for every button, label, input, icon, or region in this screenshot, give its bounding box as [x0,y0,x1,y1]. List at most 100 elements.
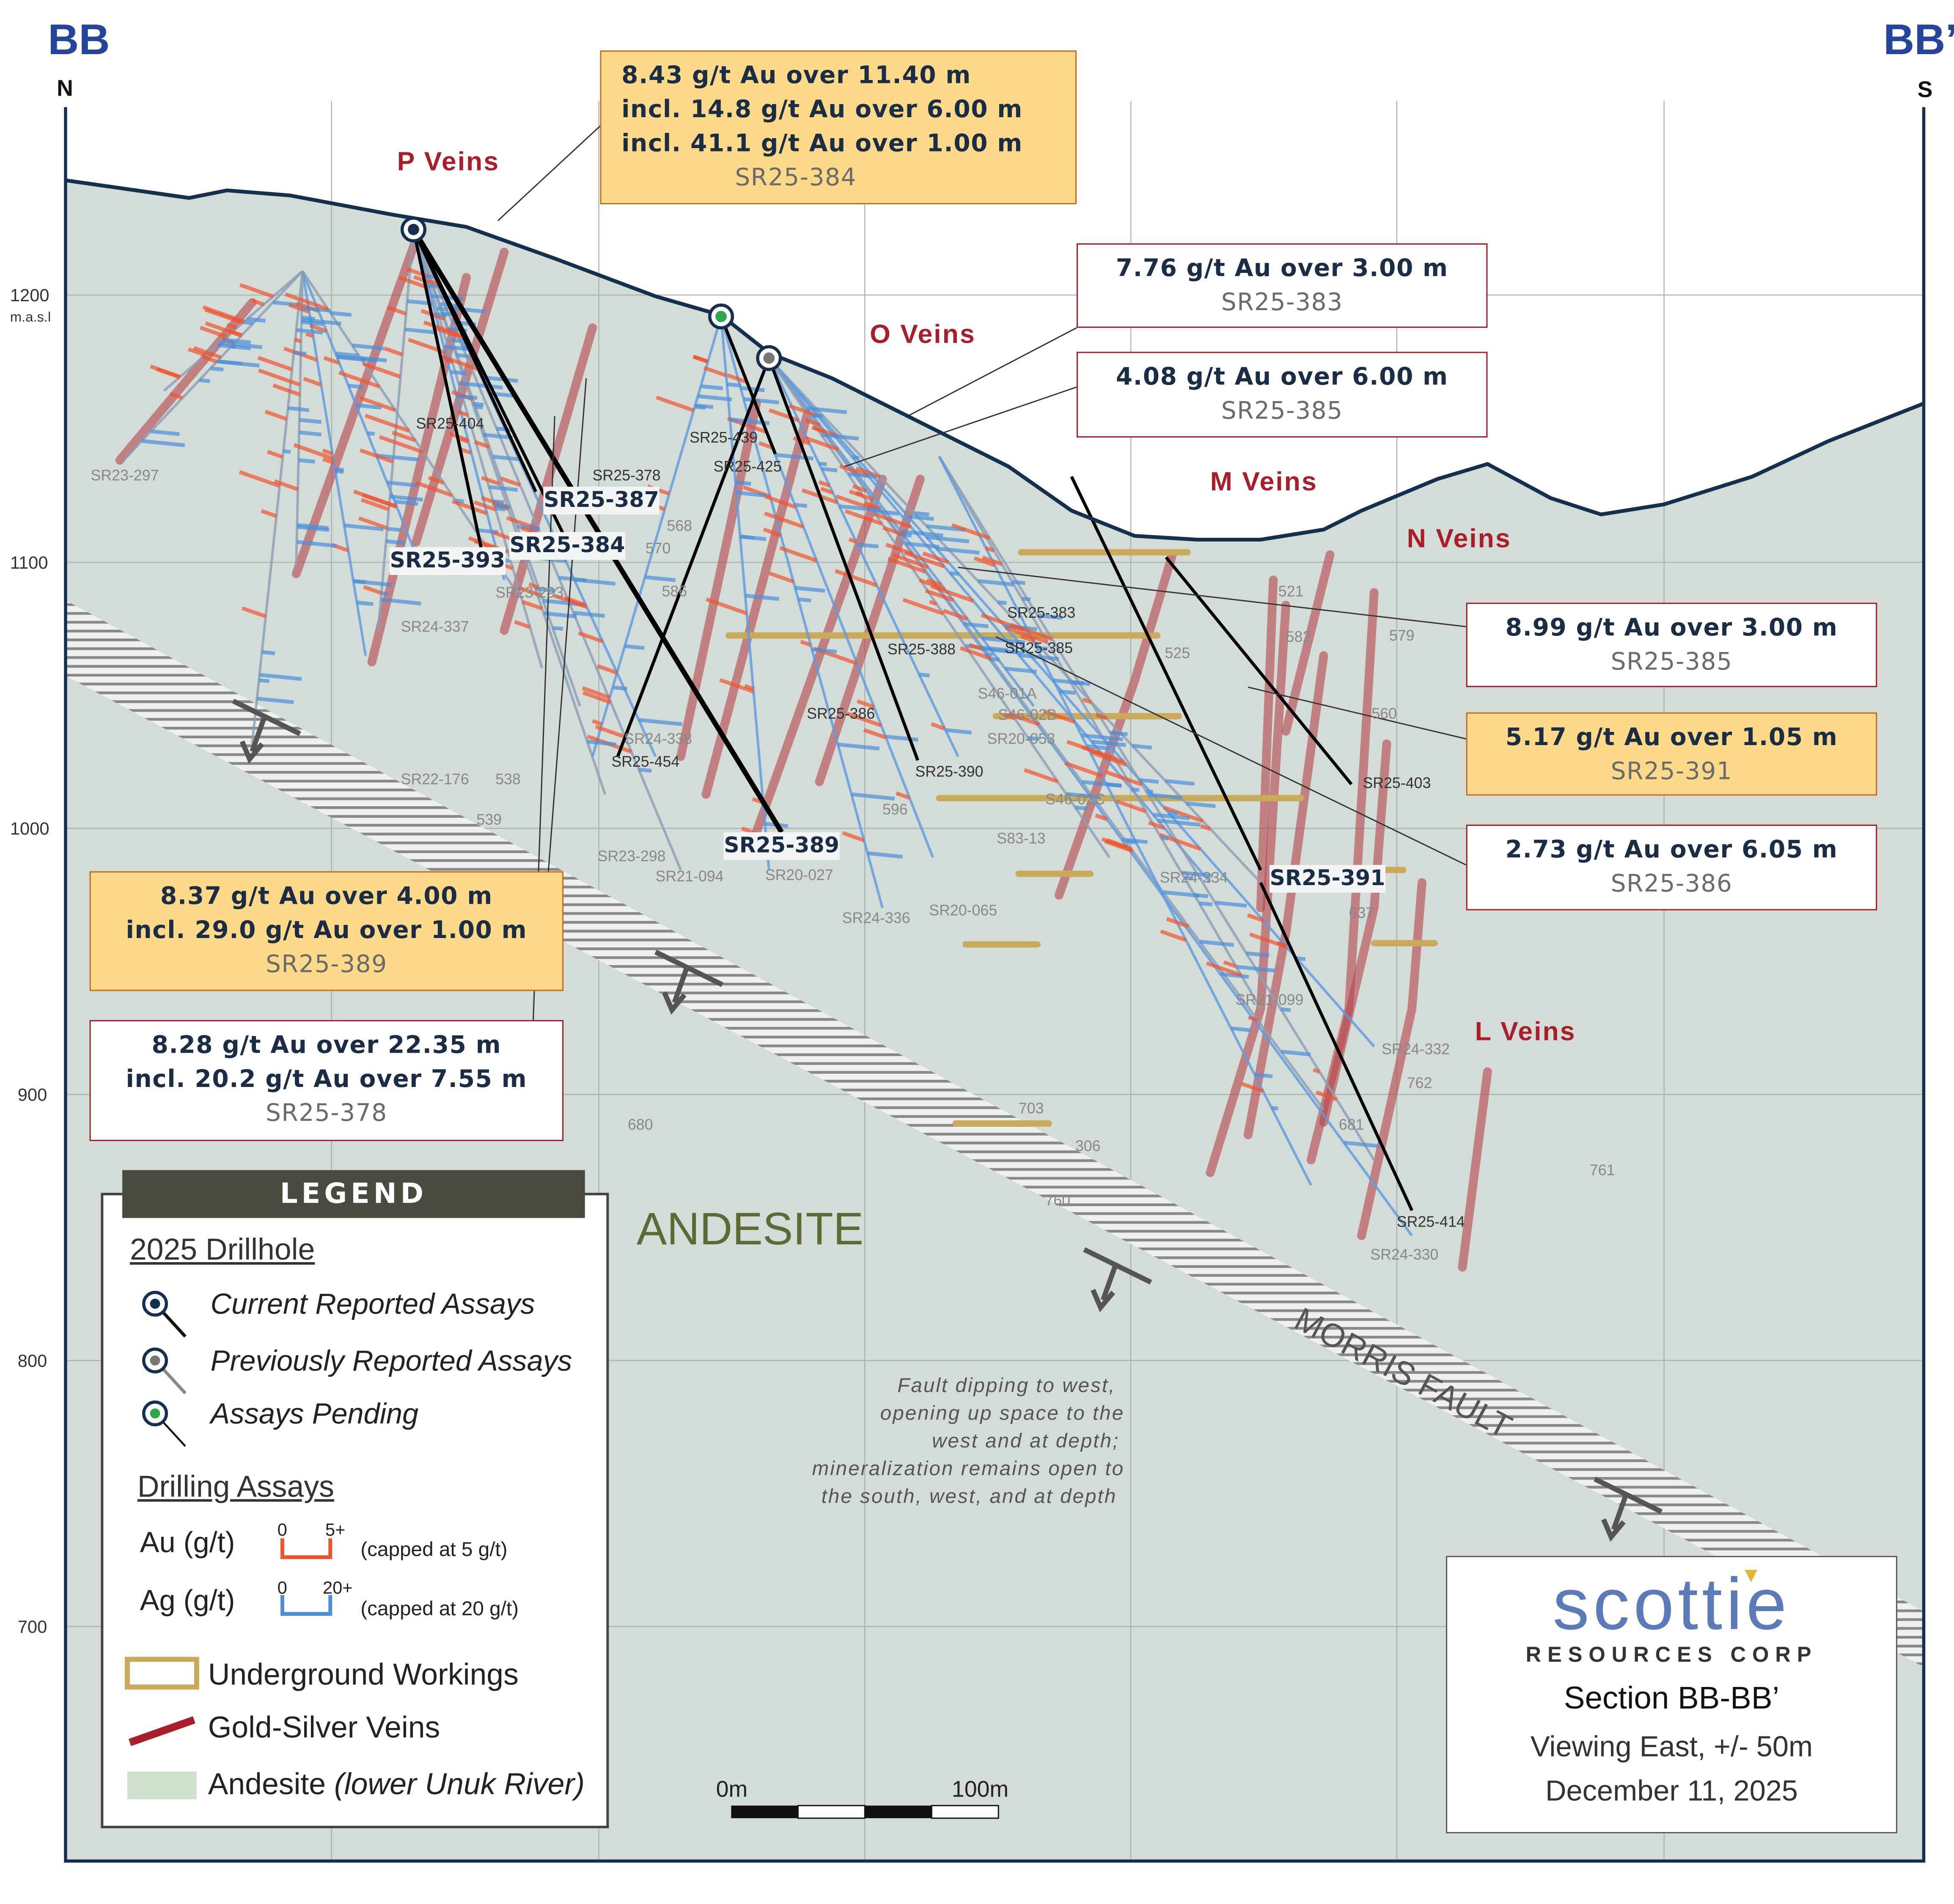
drillhole-label: SR25-404 [416,415,484,432]
au-assay-bar [1223,960,1237,969]
ag-assay-bar [517,524,540,531]
drillhole-label: SR24-330 [1370,1246,1438,1263]
au-assay-bar [413,275,430,284]
vein [1054,550,1177,900]
title-block: scottie RESOURCES CORP Section BB-BB’ Vi… [1446,1556,1897,1833]
ag-assay-bar [352,343,385,351]
au-assay-bar [764,495,797,509]
au-assay-bar [258,368,301,387]
drillhole-label: 761 [1590,1161,1615,1178]
au-assay-bar [473,500,497,512]
au-assay-bar [719,678,754,693]
au-assay-bar [951,523,991,540]
leader-line [907,327,1077,417]
legend-drillhole-heading: 2025 Drillhole [129,1233,315,1267]
au-assay-bar [241,606,267,619]
ag-assay-bar [1281,1007,1291,1012]
callout-line: incl. 20.2 g/t Au over 7.55 m [126,1065,528,1093]
ag-assay-bar [390,494,423,502]
ag-assay-bar [335,467,344,472]
ag-assay-bar [726,382,742,388]
drill-trace [412,229,544,669]
ag-assay-bar [330,311,352,317]
au-assay-bar [1020,635,1035,643]
au-assay-bar [379,435,424,454]
callout-line: incl. 41.1 g/t Au over 1.00 m [621,129,1023,158]
ag-assay-bar [743,397,779,404]
viewing-direction: Viewing East, +/- 50m [1530,1730,1813,1763]
au-assay-bar [338,371,380,389]
elevation-tick: 800 [18,1351,47,1370]
au-assay-bar [264,410,288,421]
drillhole-label: SR25-414 [1397,1213,1465,1230]
drillhole-label: SR21-094 [656,868,724,885]
callout-line: 8.28 g/t Au over 22.35 m [151,1031,502,1059]
legend-previous: Previously Reported Assays [210,1344,572,1377]
au-assay-bar [392,430,416,443]
vein [115,298,257,465]
ag-assay-bar [1168,810,1178,815]
au-assay-bar [834,569,878,587]
ag-assay-bar [1254,1073,1273,1079]
ag-assay-bar [472,402,484,407]
au-assay-bar [656,396,695,413]
ag-assay-bar [494,504,511,509]
company-logo-sub: RESOURCES CORP [1525,1643,1818,1667]
drillhole-label: SR20-027 [765,867,833,883]
callout-hole: SR25-385 [1610,648,1733,676]
drillhole-label-bg [389,547,506,575]
au-assay-bar [267,450,283,459]
logo-accent-icon [1745,1570,1758,1582]
ag-assay-bar [1281,1049,1311,1057]
ag-assay-bar [387,480,418,488]
ag-assay-bar [638,718,683,726]
ag-assay-bar [449,306,486,314]
drillhole-label: SR25-391 [1270,865,1385,890]
fault-note: Fault dipping to west, opening up space … [812,1374,1124,1508]
drill-trace [301,270,418,556]
callout-line: 8.43 g/t Au over 11.40 m [621,62,971,90]
ag-assay-bar [963,622,989,628]
callout-line: incl. 29.0 g/t Au over 1.00 m [126,916,528,945]
au-assay-bar [1005,626,1048,644]
au-assay-bar [582,686,610,699]
ag-assay-bar [243,320,253,325]
ag-assay-bar [1271,1106,1278,1111]
ag-assay-bar [848,472,877,479]
fault-note-line: Fault dipping to west, [897,1374,1116,1397]
current-drillhole [767,358,919,761]
ag-assay-bar [1091,740,1127,747]
au-assay-bar [202,305,245,324]
au-assay-bar [842,831,865,842]
ag-assay-bar [394,500,418,506]
leader-line [1248,686,1467,740]
ag-assay-bar [919,672,930,678]
ag-assay-bar [821,467,838,473]
ag-assay-bar [819,462,827,466]
ag-assay-bar [936,546,980,555]
scale-segment [797,1805,866,1819]
callout-sr25-384: 8.43 g/t Au over 11.40 m incl. 14.8 g/t … [600,50,1077,204]
leader-line [844,386,1077,468]
au-assay-bar [1066,740,1103,756]
ag-assay-bar [297,540,337,548]
ag-assay-bar [288,406,309,412]
ag-assay-bar [612,685,628,691]
au-assay-bar [257,356,293,371]
au-assay-bar [922,551,949,564]
ag-assay-bar [360,356,387,363]
vein [752,474,887,837]
section-right-label: BB’ [1883,16,1954,63]
drill-trace [768,358,959,757]
ag-assay-bar [1087,744,1110,751]
legend-ag-label: Ag (g/t) [140,1583,235,1617]
ag-assay-bar [492,454,520,462]
ag-assay-bar [489,485,518,492]
scale-end-label: 100m [952,1777,1009,1802]
au-assay-bar [882,526,904,537]
ag-assay-bar [587,740,616,746]
ag-assay-bar [381,591,388,596]
au-assay-bar [1095,813,1108,821]
callout-hole: SR25-383 [1221,289,1343,316]
ag-assay-bar [356,403,382,410]
